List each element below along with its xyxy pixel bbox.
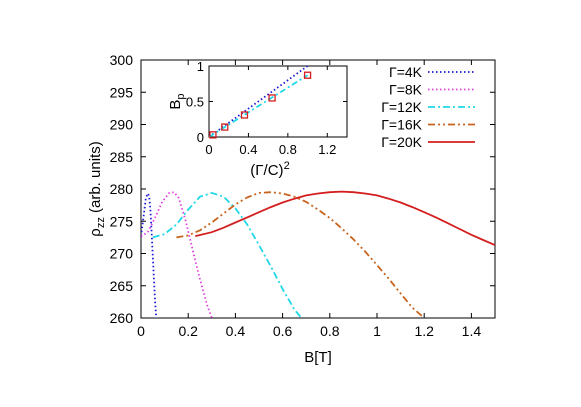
y-tick-label: 290 — [110, 117, 134, 133]
inset-data-point — [221, 123, 229, 131]
inset-frame — [208, 65, 348, 138]
y-axis-label: ρzz (arb. units) — [87, 141, 107, 236]
inset-y-axis-label: Bp — [167, 93, 187, 109]
series-line-5 — [195, 190, 495, 246]
x-tick-label: 1.4 — [462, 323, 482, 339]
x-axis-label: B[T] — [304, 349, 332, 366]
y-tick-label: 260 — [110, 310, 134, 326]
inset-y-tick-label: 0.5 — [186, 95, 204, 110]
inset-fit-line-1 — [209, 66, 309, 137]
legend-label: Γ=20K — [381, 134, 422, 150]
y-tick-label: 285 — [110, 149, 134, 165]
legend-label: Γ=8K — [389, 82, 423, 98]
main-chart: 0 0.2 0.4 0.6 0.8 1 1.2 1.4 260 265 270 275 280 285 29… — [87, 52, 496, 366]
series-line-2 — [141, 191, 213, 318]
x-tick-label: 1.2 — [414, 323, 434, 339]
y-tick-label: 300 — [110, 52, 134, 68]
legend-label: Γ=12K — [381, 99, 422, 115]
x-tick-label: 0 — [137, 323, 145, 339]
series-line-3 — [152, 191, 303, 318]
inset-x-tick-label: 0.8 — [279, 142, 297, 157]
x-tick-label: 0.8 — [320, 323, 340, 339]
inset-x-tick-label: 1.2 — [318, 142, 336, 157]
y-tick-label: 295 — [110, 84, 134, 100]
legend-label: Γ=4K — [389, 64, 423, 80]
inset-fit-line-2 — [209, 74, 309, 137]
inset-y-tick-label: 1 — [197, 59, 204, 74]
x-tick-label: 0.4 — [226, 323, 246, 339]
y-tick-label: 280 — [110, 181, 134, 197]
inset-x-tick-label: 0 — [205, 142, 212, 157]
inset-data-point — [268, 94, 276, 102]
x-tick-label: 0.2 — [178, 323, 198, 339]
inset-data-point — [209, 131, 217, 139]
series-line-1 — [141, 191, 158, 318]
inset-y-tick-label: 0 — [197, 130, 204, 145]
inset-x-axis-label: (Γ/C)2 — [250, 160, 289, 179]
y-tick-label: 265 — [110, 278, 134, 294]
inset-data-point — [303, 71, 312, 79]
inset-x-tick-label: 0.4 — [239, 142, 257, 157]
inset-data-point — [240, 111, 249, 119]
x-tick-label: 1 — [373, 323, 381, 339]
series-line-4 — [176, 191, 425, 318]
x-tick-label: 0.6 — [273, 323, 293, 339]
inset-chart: 0 0.4 0.8 1.2 0 0.5 1 (Γ/C)2 Bp — [167, 59, 348, 179]
legend-label: Γ=16K — [381, 117, 422, 133]
y-tick-label: 275 — [110, 213, 134, 229]
y-tick-label: 270 — [110, 246, 134, 262]
